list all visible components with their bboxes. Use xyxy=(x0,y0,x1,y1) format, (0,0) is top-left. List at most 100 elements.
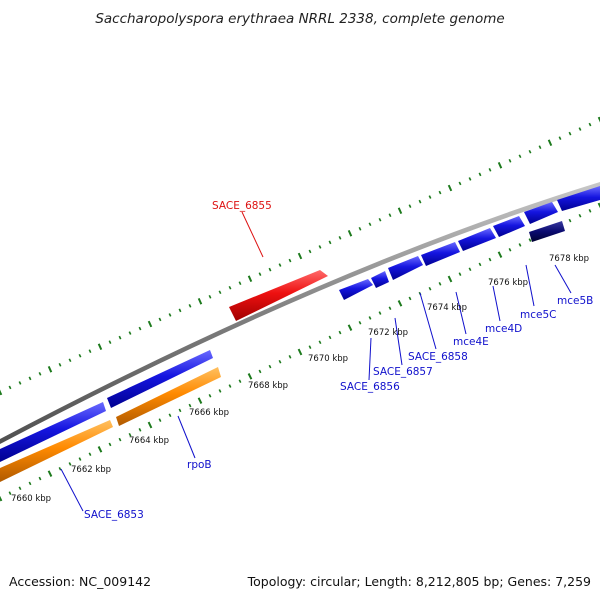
tick-label-7666: 7666 kbp xyxy=(189,408,229,418)
feature-SACE_6858[interactable] xyxy=(388,256,423,280)
minor-tick xyxy=(168,313,172,317)
gene-label-SACE_6855[interactable]: SACE_6855 xyxy=(212,200,272,212)
feature-mce5C[interactable] xyxy=(493,216,525,237)
minor-tick xyxy=(128,432,132,437)
minor-tick xyxy=(68,358,72,363)
tick-label-7660: 7660 kbp xyxy=(11,494,51,504)
minor-tick xyxy=(278,263,282,267)
minor-tick xyxy=(408,296,412,301)
minor-tick xyxy=(328,335,332,340)
minor-tick xyxy=(38,476,42,481)
major-tick xyxy=(247,275,253,283)
minor-tick xyxy=(458,181,462,186)
major-tick xyxy=(97,446,103,453)
feature-SACE_6856[interactable] xyxy=(339,279,373,300)
minor-tick xyxy=(58,362,62,367)
tick-label-7676: 7676 kbp xyxy=(488,278,528,288)
feature-track xyxy=(0,186,600,482)
gene-label-mce5C[interactable]: mce5C xyxy=(520,309,556,321)
minor-tick xyxy=(338,236,342,240)
feature-SACE_6857[interactable] xyxy=(371,271,389,288)
minor-tick xyxy=(358,321,362,325)
minor-tick xyxy=(478,262,482,267)
minor-tick xyxy=(428,286,432,291)
major-tick xyxy=(47,470,53,477)
feature-mce4E[interactable] xyxy=(421,242,460,266)
minor-tick xyxy=(318,340,322,345)
minor-tick xyxy=(278,359,282,364)
minor-tick xyxy=(58,467,62,471)
gene-label-mce5B[interactable]: mce5B xyxy=(557,295,593,307)
major-tick xyxy=(497,161,503,169)
minor-tick xyxy=(288,258,292,263)
minor-tick xyxy=(218,389,222,393)
gene-label-rpoB[interactable]: rpoB xyxy=(187,459,212,471)
minor-tick xyxy=(18,381,22,385)
minor-tick xyxy=(178,308,182,313)
minor-tick xyxy=(188,403,192,408)
minor-tick xyxy=(328,240,332,245)
tick-label-7664: 7664 kbp xyxy=(129,436,169,446)
tick-label-7674: 7674 kbp xyxy=(427,303,467,313)
label-connectors xyxy=(60,211,572,512)
major-tick xyxy=(597,202,600,209)
major-tick xyxy=(347,324,353,331)
minor-tick xyxy=(138,428,142,432)
minor-tick xyxy=(28,376,32,381)
feature-rpoB[interactable] xyxy=(116,367,221,426)
feature-blue-left-2[interactable] xyxy=(107,350,213,408)
minor-tick xyxy=(518,243,522,247)
feature-mce5B[interactable] xyxy=(524,202,558,224)
gene-label-SACE_6853[interactable]: SACE_6853 xyxy=(84,509,144,521)
feature-SACE_6853[interactable] xyxy=(0,420,113,482)
tick-labels: 7660 kbp 7662 kbp 7664 kbp 7666 kbp 7668… xyxy=(11,254,589,504)
gene-label-mce4D[interactable]: mce4D xyxy=(485,323,522,335)
minor-tick xyxy=(538,145,542,150)
minor-tick xyxy=(128,331,132,335)
minor-tick xyxy=(508,158,512,163)
major-tick xyxy=(247,373,253,380)
major-tick xyxy=(197,397,203,404)
feature-blue-left-1[interactable] xyxy=(0,402,106,462)
major-tick xyxy=(397,300,403,307)
minor-tick xyxy=(408,204,412,208)
minor-tick xyxy=(238,281,242,286)
minor-tick xyxy=(358,226,362,231)
minor-tick xyxy=(578,127,582,131)
minor-tick xyxy=(518,154,522,159)
gene-label-SACE_6857[interactable]: SACE_6857 xyxy=(373,366,433,378)
minor-tick xyxy=(388,213,392,218)
major-tick xyxy=(147,320,153,328)
feature-blue-far-right[interactable] xyxy=(557,186,600,211)
gene-label-mce4E[interactable]: mce4E xyxy=(453,336,489,348)
tick-label-7670: 7670 kbp xyxy=(308,354,348,364)
minor-tick xyxy=(588,209,592,213)
feature-navy[interactable] xyxy=(529,221,565,242)
minor-tick xyxy=(378,311,382,315)
minor-tick xyxy=(468,177,472,181)
inner-tick-track xyxy=(0,202,600,502)
gene-label-SACE_6856[interactable]: SACE_6856 xyxy=(340,381,400,393)
major-tick xyxy=(0,495,3,502)
minor-tick xyxy=(528,149,532,154)
minor-tick xyxy=(8,491,12,495)
minor-tick xyxy=(418,199,422,204)
minor-tick xyxy=(258,272,262,276)
major-tick xyxy=(497,251,503,258)
minor-tick xyxy=(558,136,562,140)
major-tick xyxy=(297,348,303,356)
minor-tick xyxy=(268,267,272,272)
gene-label-SACE_6858[interactable]: SACE_6858 xyxy=(408,351,468,363)
minor-tick xyxy=(138,326,142,331)
minor-tick xyxy=(158,317,162,322)
minor-tick xyxy=(488,168,492,172)
map-title: Saccharopolyspora erythraea NRRL 2338, c… xyxy=(95,11,504,27)
gene-labels: SACE_6853 rpoB SACE_6855 SACE_6856 SACE_… xyxy=(84,200,593,521)
minor-tick xyxy=(208,294,212,299)
minor-tick xyxy=(78,457,82,461)
minor-tick xyxy=(428,195,432,199)
major-tick xyxy=(97,343,103,351)
minor-tick xyxy=(168,413,172,418)
feature-mce4D[interactable] xyxy=(458,228,496,251)
feature-SACE_6855[interactable] xyxy=(229,270,328,321)
